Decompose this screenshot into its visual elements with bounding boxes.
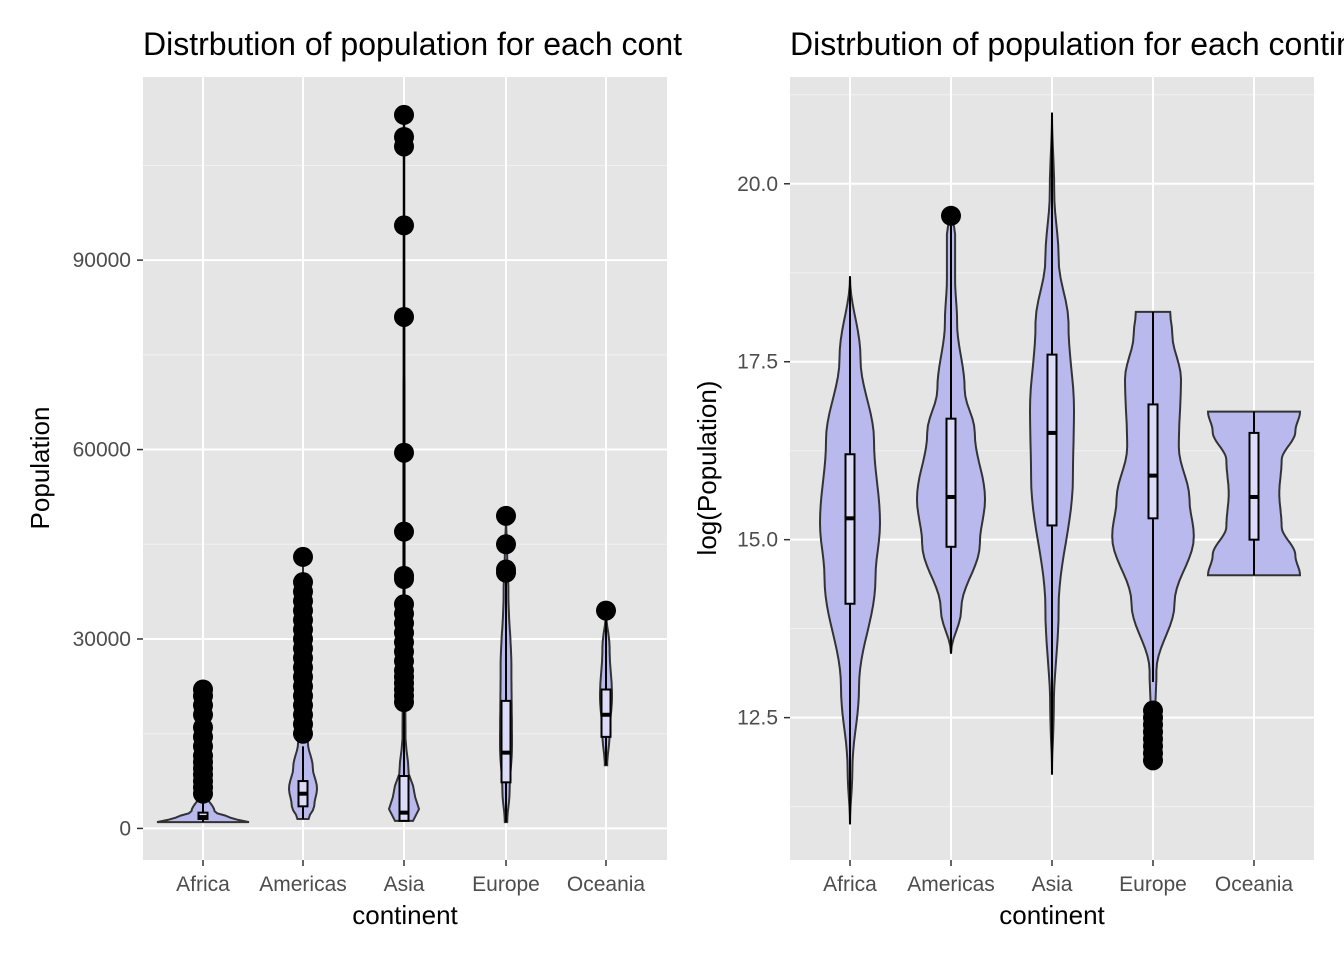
- outlier-point: [394, 565, 414, 586]
- outlier-point: [496, 559, 516, 580]
- box-iqr: [1046, 353, 1058, 527]
- outlier-point: [394, 594, 414, 615]
- left-x-axis: Africa Americas Asia Europe Oceania: [176, 860, 645, 896]
- y-tick-label: 30000: [73, 628, 131, 651]
- x-tick-label: Americas: [259, 873, 347, 896]
- y-tick-label: 15.0: [737, 529, 778, 552]
- outlier-point: [596, 600, 616, 621]
- x-tick-label: Americas: [907, 873, 995, 896]
- outlier-point: [941, 205, 961, 226]
- y-tick-label: 0: [119, 817, 131, 840]
- x-tick-label: Oceania: [1215, 873, 1294, 896]
- outlier-point: [394, 521, 414, 542]
- outlier-point: [394, 104, 414, 125]
- x-tick-label: Europe: [1119, 873, 1187, 896]
- outlier-point: [394, 306, 414, 327]
- right-x-axis-title: continent: [999, 900, 1105, 930]
- left-chart: Distrbution of population for each conti…: [25, 26, 752, 930]
- left-y-axis-title: Population: [25, 407, 55, 530]
- right-chart-title: Distrbution of population for each conti…: [790, 26, 1344, 62]
- right-chart: Distrbution of population for each conti…: [692, 26, 1344, 930]
- outlier-point: [293, 572, 313, 593]
- outlier-point: [496, 534, 516, 555]
- right-y-axis: 12.5 15.0 17.5 20.0: [737, 173, 790, 730]
- outlier-point: [394, 442, 414, 463]
- outlier-point: [193, 679, 213, 700]
- x-tick-label: Europe: [472, 873, 540, 896]
- outlier-point: [1143, 700, 1163, 721]
- box-iqr: [500, 699, 512, 784]
- outlier-point: [394, 215, 414, 236]
- box-iqr: [1248, 431, 1260, 541]
- right-x-axis: Africa Americas Asia Europe Oceania: [823, 860, 1293, 896]
- outlier-point: [293, 546, 313, 567]
- box-iqr: [1147, 403, 1159, 520]
- left-y-axis: 0 30000 60000 90000: [73, 249, 143, 840]
- x-tick-label: Africa: [823, 873, 877, 896]
- right-chart-marks: [818, 112, 1302, 825]
- y-tick-label: 20.0: [737, 173, 778, 196]
- y-tick-label: 90000: [73, 249, 131, 272]
- box-iqr: [945, 417, 957, 548]
- outlier-point: [394, 126, 414, 147]
- x-tick-label: Asia: [384, 873, 425, 896]
- outlier-point: [496, 505, 516, 526]
- left-chart-marks: [156, 104, 616, 824]
- y-tick-label: 17.5: [737, 351, 778, 374]
- left-x-axis-title: continent: [352, 900, 458, 930]
- x-tick-label: Oceania: [567, 873, 646, 896]
- box-iqr: [398, 775, 410, 822]
- box-iqr: [844, 453, 856, 605]
- y-tick-label: 60000: [73, 439, 131, 462]
- left-chart-title: Distrbution of population for each conti…: [143, 26, 752, 62]
- x-tick-label: Asia: [1032, 873, 1073, 896]
- y-tick-label: 12.5: [737, 707, 778, 730]
- right-y-axis-title: log(Population): [692, 381, 722, 556]
- x-tick-label: Africa: [176, 873, 230, 896]
